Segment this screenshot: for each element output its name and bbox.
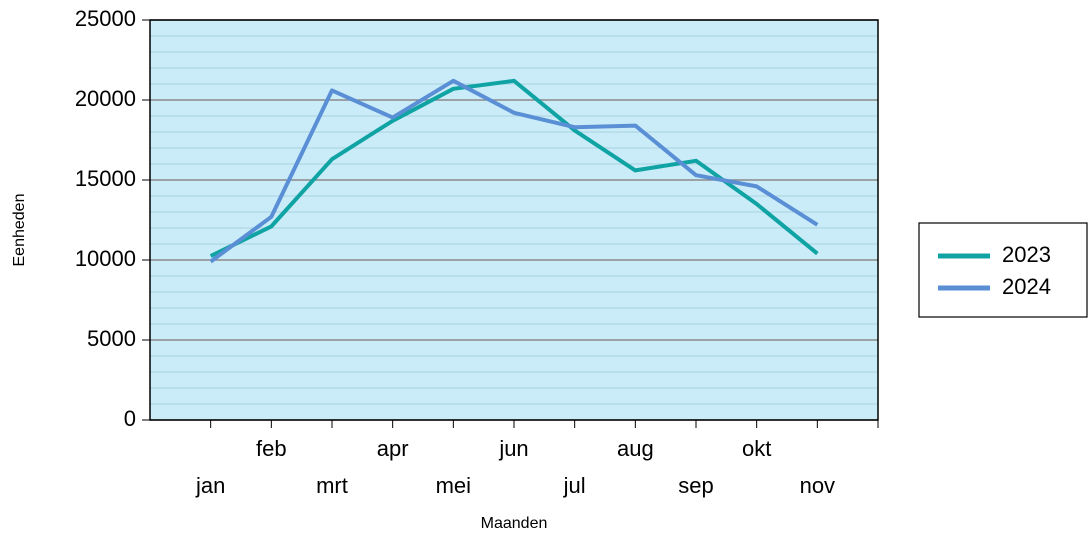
- legend-label: 2023: [1002, 242, 1051, 267]
- y-tick-label: 20000: [75, 86, 136, 111]
- x-tick-label: jul: [563, 473, 586, 498]
- y-axis-label: Eenheden: [11, 194, 28, 267]
- line-series: [209, 78, 819, 258]
- x-axis-label: Maanden: [481, 515, 548, 532]
- x-tick-label: mei: [436, 473, 471, 498]
- x-tick-label: mrt: [316, 473, 348, 498]
- x-tick-label: nov: [800, 473, 835, 498]
- y-tick-label: 0: [124, 406, 136, 431]
- legend-label: 2024: [1002, 274, 1051, 299]
- x-tick-label: jan: [195, 473, 225, 498]
- x-tick-label: okt: [742, 436, 771, 461]
- y-tick-label: 15000: [75, 166, 136, 191]
- line-series: [209, 78, 819, 264]
- y-tick-label: 10000: [75, 246, 136, 271]
- x-tick-label: jun: [498, 436, 528, 461]
- plot-area: [150, 20, 878, 420]
- x-tick-label: sep: [678, 473, 713, 498]
- x-tick-label: apr: [377, 436, 409, 461]
- x-tick-label: aug: [617, 436, 654, 461]
- y-tick-label: 25000: [75, 6, 136, 31]
- legend-box: [918, 222, 1088, 318]
- y-tick-label: 5000: [87, 326, 136, 351]
- x-tick-label: feb: [256, 436, 287, 461]
